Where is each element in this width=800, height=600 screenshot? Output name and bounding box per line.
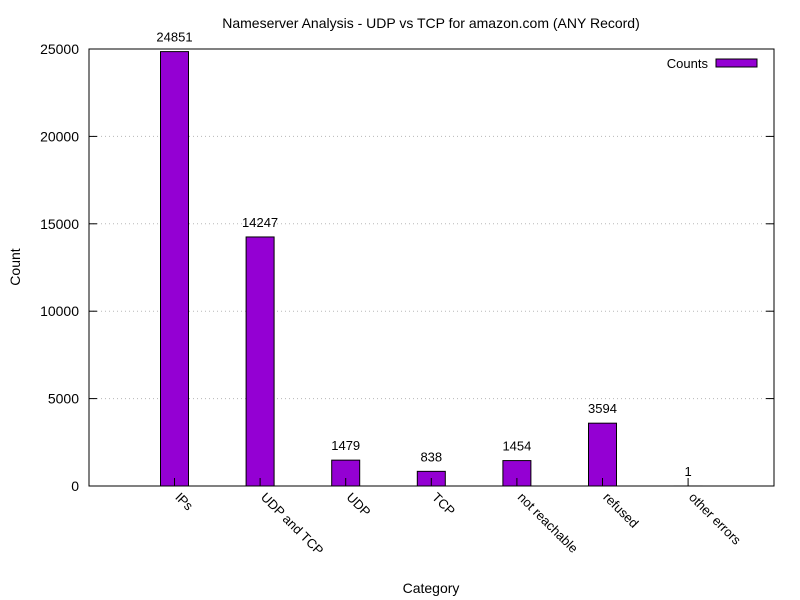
y-tick-label: 25000: [40, 41, 79, 57]
y-tick-label: 20000: [40, 128, 79, 144]
bar-value-label: 14247: [242, 215, 278, 230]
bars: [160, 51, 703, 487]
legend-label: Counts: [667, 56, 709, 71]
x-axis-title: Category: [403, 580, 460, 596]
bar-value-label: 838: [420, 449, 442, 464]
chart-title: Nameserver Analysis - UDP vs TCP for ama…: [222, 15, 640, 31]
bar-value-label: 3594: [588, 401, 617, 416]
y-tick-label: 15000: [40, 216, 79, 232]
y-axis-title: Count: [7, 248, 23, 285]
bar: [245, 236, 275, 487]
bar-value-label: 1454: [502, 439, 531, 454]
bar-value-labels: 24851 14247 1479 838 1454 3594 1: [156, 30, 691, 479]
bar-value-label: 24851: [156, 30, 192, 45]
y-axis: 0 5000 10000 15000 20000 25000: [40, 41, 774, 494]
y-tick-label: 10000: [40, 303, 79, 319]
legend-swatch: [715, 58, 758, 68]
legend: Counts: [667, 56, 758, 71]
bar-value-label: 1479: [331, 438, 360, 453]
y-tick-label: 5000: [48, 391, 79, 407]
bar: [160, 51, 189, 487]
bar-value-label: 1: [684, 464, 691, 479]
bar: [588, 422, 617, 487]
y-tick-label: 0: [71, 478, 79, 494]
